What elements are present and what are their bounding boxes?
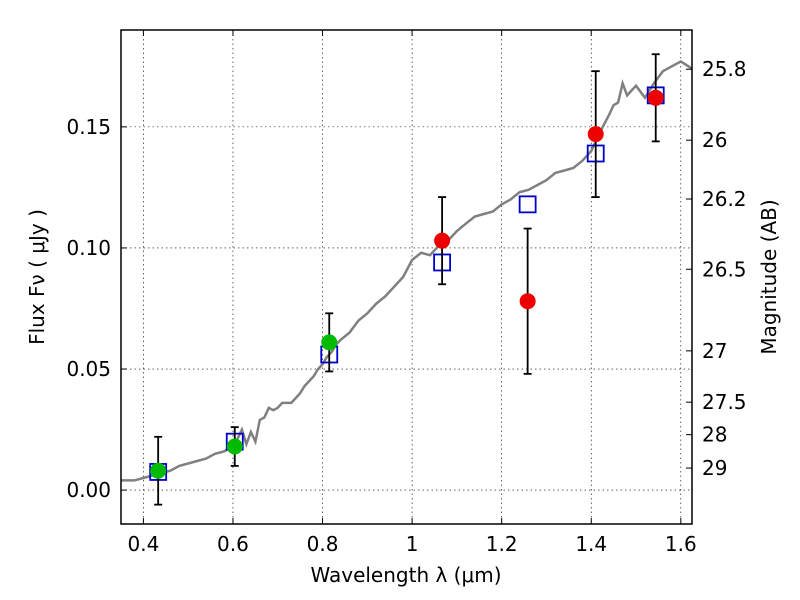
observed-point <box>150 462 167 479</box>
x-tick-label: 1.4 <box>575 532 607 556</box>
y-tick-label: 0.00 <box>66 478 111 502</box>
y-tick-label: 0.10 <box>66 236 111 260</box>
right-y-tick-label: 28 <box>702 423 727 447</box>
x-tick-label: 0.8 <box>307 532 339 556</box>
spectrum-line <box>121 60 693 482</box>
x-tick-label: 0.4 <box>127 532 159 556</box>
right-y-tick-label: 25.8 <box>702 57 747 81</box>
grid <box>121 30 692 524</box>
x-tick-label: 1 <box>406 532 419 556</box>
x-axis-label: Wavelength λ (μm) <box>310 563 501 587</box>
ticks: 0.4 0.6 0.8 1 1.2 1.4 1.6 0.00 0.05 0.10 0.15 25.8 2… <box>66 30 747 556</box>
data-layer <box>121 53 693 506</box>
observed-point <box>226 438 243 455</box>
right-y-tick-label: 26.5 <box>702 257 747 281</box>
x-tick-label: 0.6 <box>217 532 249 556</box>
right-y-tick-label: 26.2 <box>702 187 747 211</box>
y-tick-label: 0.15 <box>66 115 111 139</box>
y-axis-label: Flux Fν ( μJy ) <box>25 209 49 345</box>
y-tick-label: 0.05 <box>66 357 111 381</box>
right-y-tick-label: 26 <box>702 128 727 152</box>
observed-point <box>321 334 338 351</box>
observed-point <box>519 293 536 310</box>
right-y-tick-label: 27.5 <box>702 390 747 414</box>
model-point-square <box>518 195 537 214</box>
plot-frame <box>120 29 693 525</box>
right-y-tick-label: 27 <box>702 339 727 363</box>
observed-point <box>647 89 664 106</box>
x-tick-label: 1.2 <box>486 532 518 556</box>
observed-point <box>587 126 604 143</box>
x-tick-label: 1.6 <box>665 532 697 556</box>
right-y-tick-label: 29 <box>702 456 727 480</box>
right-y-axis-label: Magnitude (AB) <box>757 199 781 354</box>
observed-point <box>434 232 451 249</box>
